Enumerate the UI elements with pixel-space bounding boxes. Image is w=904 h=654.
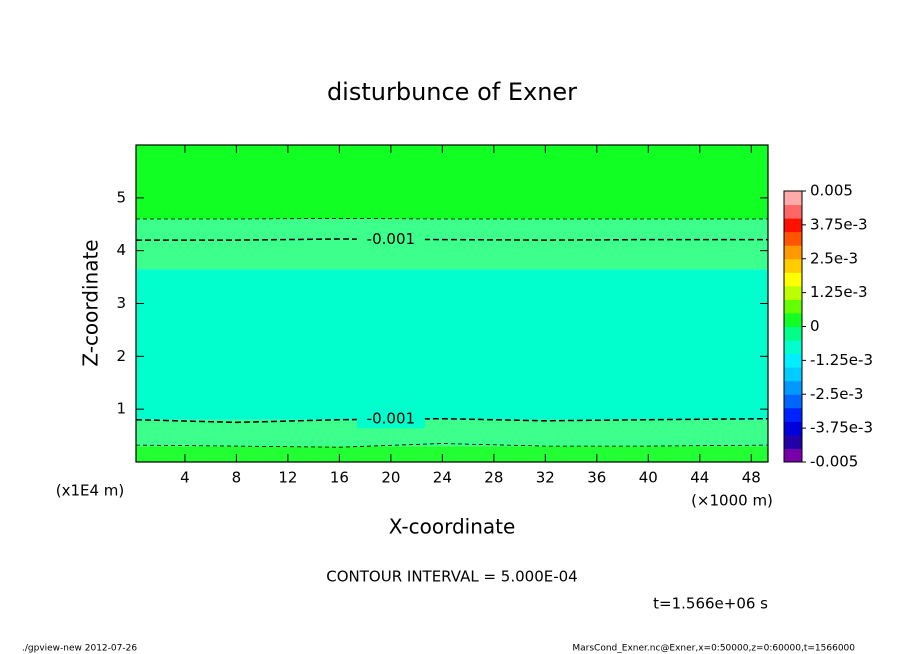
x-axis-unit: (×1000 m): [691, 492, 773, 510]
y-tick-label: 2: [116, 347, 126, 365]
colorbar-segment: [784, 340, 802, 355]
x-tick-label: 44: [690, 469, 709, 487]
colorbar-segment: [784, 434, 802, 449]
colorbar-tick-label: -0.005: [810, 453, 858, 471]
colorbar-segment: [784, 231, 802, 246]
contour-line: [136, 217, 768, 220]
y-tick-label: 3: [116, 294, 126, 312]
x-axis-label: X-coordinate: [389, 515, 516, 539]
x-tick-label: 48: [742, 469, 761, 487]
colorbar-tick-label: 2.5e-3: [810, 249, 858, 267]
colorbar-segment: [784, 407, 802, 422]
colorbar-segment: [784, 285, 802, 300]
footer-left: ./gpview-new 2012-07-26: [22, 644, 137, 654]
filled-region: [136, 419, 768, 447]
y-axis-label: Z-coordinate: [79, 239, 103, 366]
footer-right: MarsCond_Exner.nc@Exner,x=0:50000,z=0:60…: [572, 644, 855, 654]
contour-label-bg: [356, 410, 425, 429]
colorbar-tick-label: 0: [810, 317, 820, 335]
colorbar-segment: [784, 204, 802, 219]
y-tick-label: 4: [116, 241, 126, 259]
colorbar-tick-label: -2.5e-3: [810, 385, 863, 403]
colorbar-segment: [784, 421, 802, 436]
x-tick-label: 20: [381, 469, 400, 487]
time-label: t=1.566e+06 s: [653, 595, 768, 613]
contour-label-bg: [356, 230, 425, 249]
colorbar-segment: [784, 312, 802, 327]
colorbar-segment: [784, 245, 802, 260]
x-tick-label: 4: [180, 469, 190, 487]
x-tick-label: 12: [278, 469, 297, 487]
x-tick-label: 36: [587, 469, 606, 487]
x-tick-label: 8: [232, 469, 242, 487]
contour-label: -0.001: [367, 230, 415, 248]
colorbar-segment: [784, 394, 802, 409]
contour-label: -0.001: [367, 410, 415, 428]
chart-title: disturbunce of Exner: [327, 78, 577, 106]
y-tick-label: 1: [116, 400, 126, 418]
colorbar-segment: [784, 367, 802, 382]
colorbar-segment: [784, 218, 802, 233]
colorbar-tick-label: 1.25e-3: [810, 283, 868, 301]
contour-interval: CONTOUR INTERVAL = 5.000E-04: [326, 568, 577, 586]
filled-region: [136, 269, 768, 420]
colorbar-tick-label: 0.005: [810, 182, 853, 200]
contour-line: [135, 443, 769, 448]
colorbar-tick-label: -3.75e-3: [810, 419, 873, 437]
x-tick-label: 32: [536, 469, 555, 487]
colorbar-segment: [784, 326, 802, 341]
colorbar-segment: [784, 380, 802, 395]
y-tick-label: 5: [116, 188, 126, 206]
filled-region: [136, 218, 768, 270]
x-tick-label: 16: [330, 469, 349, 487]
colorbar-segment: [784, 191, 802, 206]
colorbar-tick-label: -1.25e-3: [810, 351, 873, 369]
colorbar-segment: [784, 272, 802, 287]
y-axis-unit: (x1E4 m): [56, 482, 125, 500]
contour-line: [136, 238, 768, 241]
colorbar-segment: [784, 448, 802, 463]
x-tick-label: 28: [484, 469, 503, 487]
filled-region: [136, 446, 768, 462]
contour-line: [135, 417, 769, 424]
x-tick-label: 24: [433, 469, 452, 487]
x-tick-label: 40: [639, 469, 658, 487]
colorbar-segment: [784, 353, 802, 368]
colorbar-segment: [784, 299, 802, 314]
colorbar-segment: [784, 258, 802, 273]
filled-region: [136, 145, 768, 219]
colorbar-tick-label: 3.75e-3: [810, 215, 868, 233]
